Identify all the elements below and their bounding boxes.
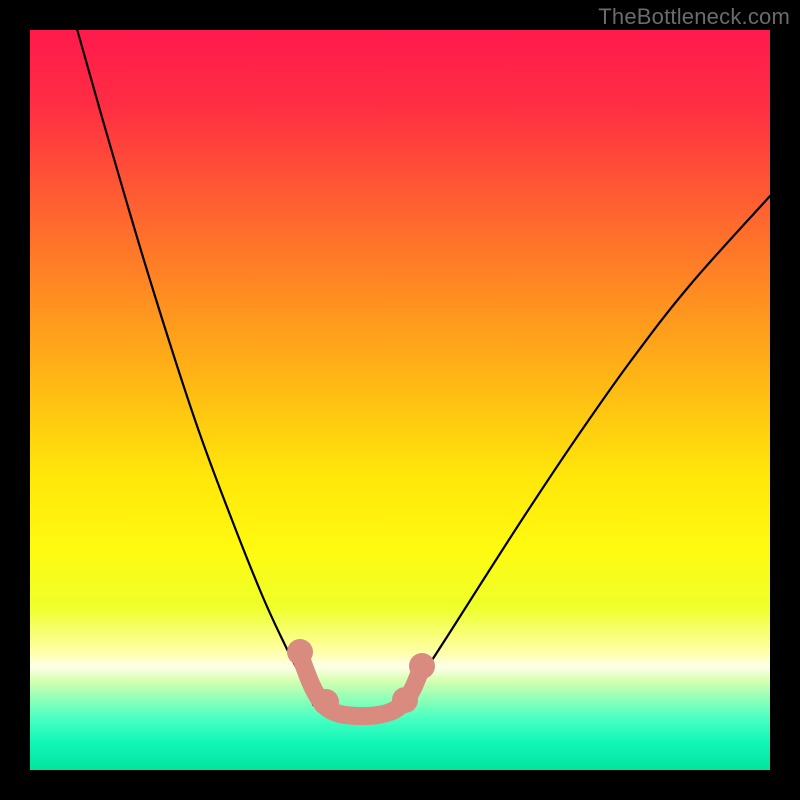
- highlight-node: [313, 689, 339, 715]
- highlight-node: [287, 639, 313, 665]
- watermark-text: TheBottleneck.com: [598, 4, 790, 30]
- highlight-node: [409, 653, 435, 679]
- plot-gradient-area: [30, 30, 770, 770]
- bottleneck-chart: [0, 0, 800, 800]
- highlight-node: [392, 687, 418, 713]
- chart-frame: TheBottleneck.com: [0, 0, 800, 800]
